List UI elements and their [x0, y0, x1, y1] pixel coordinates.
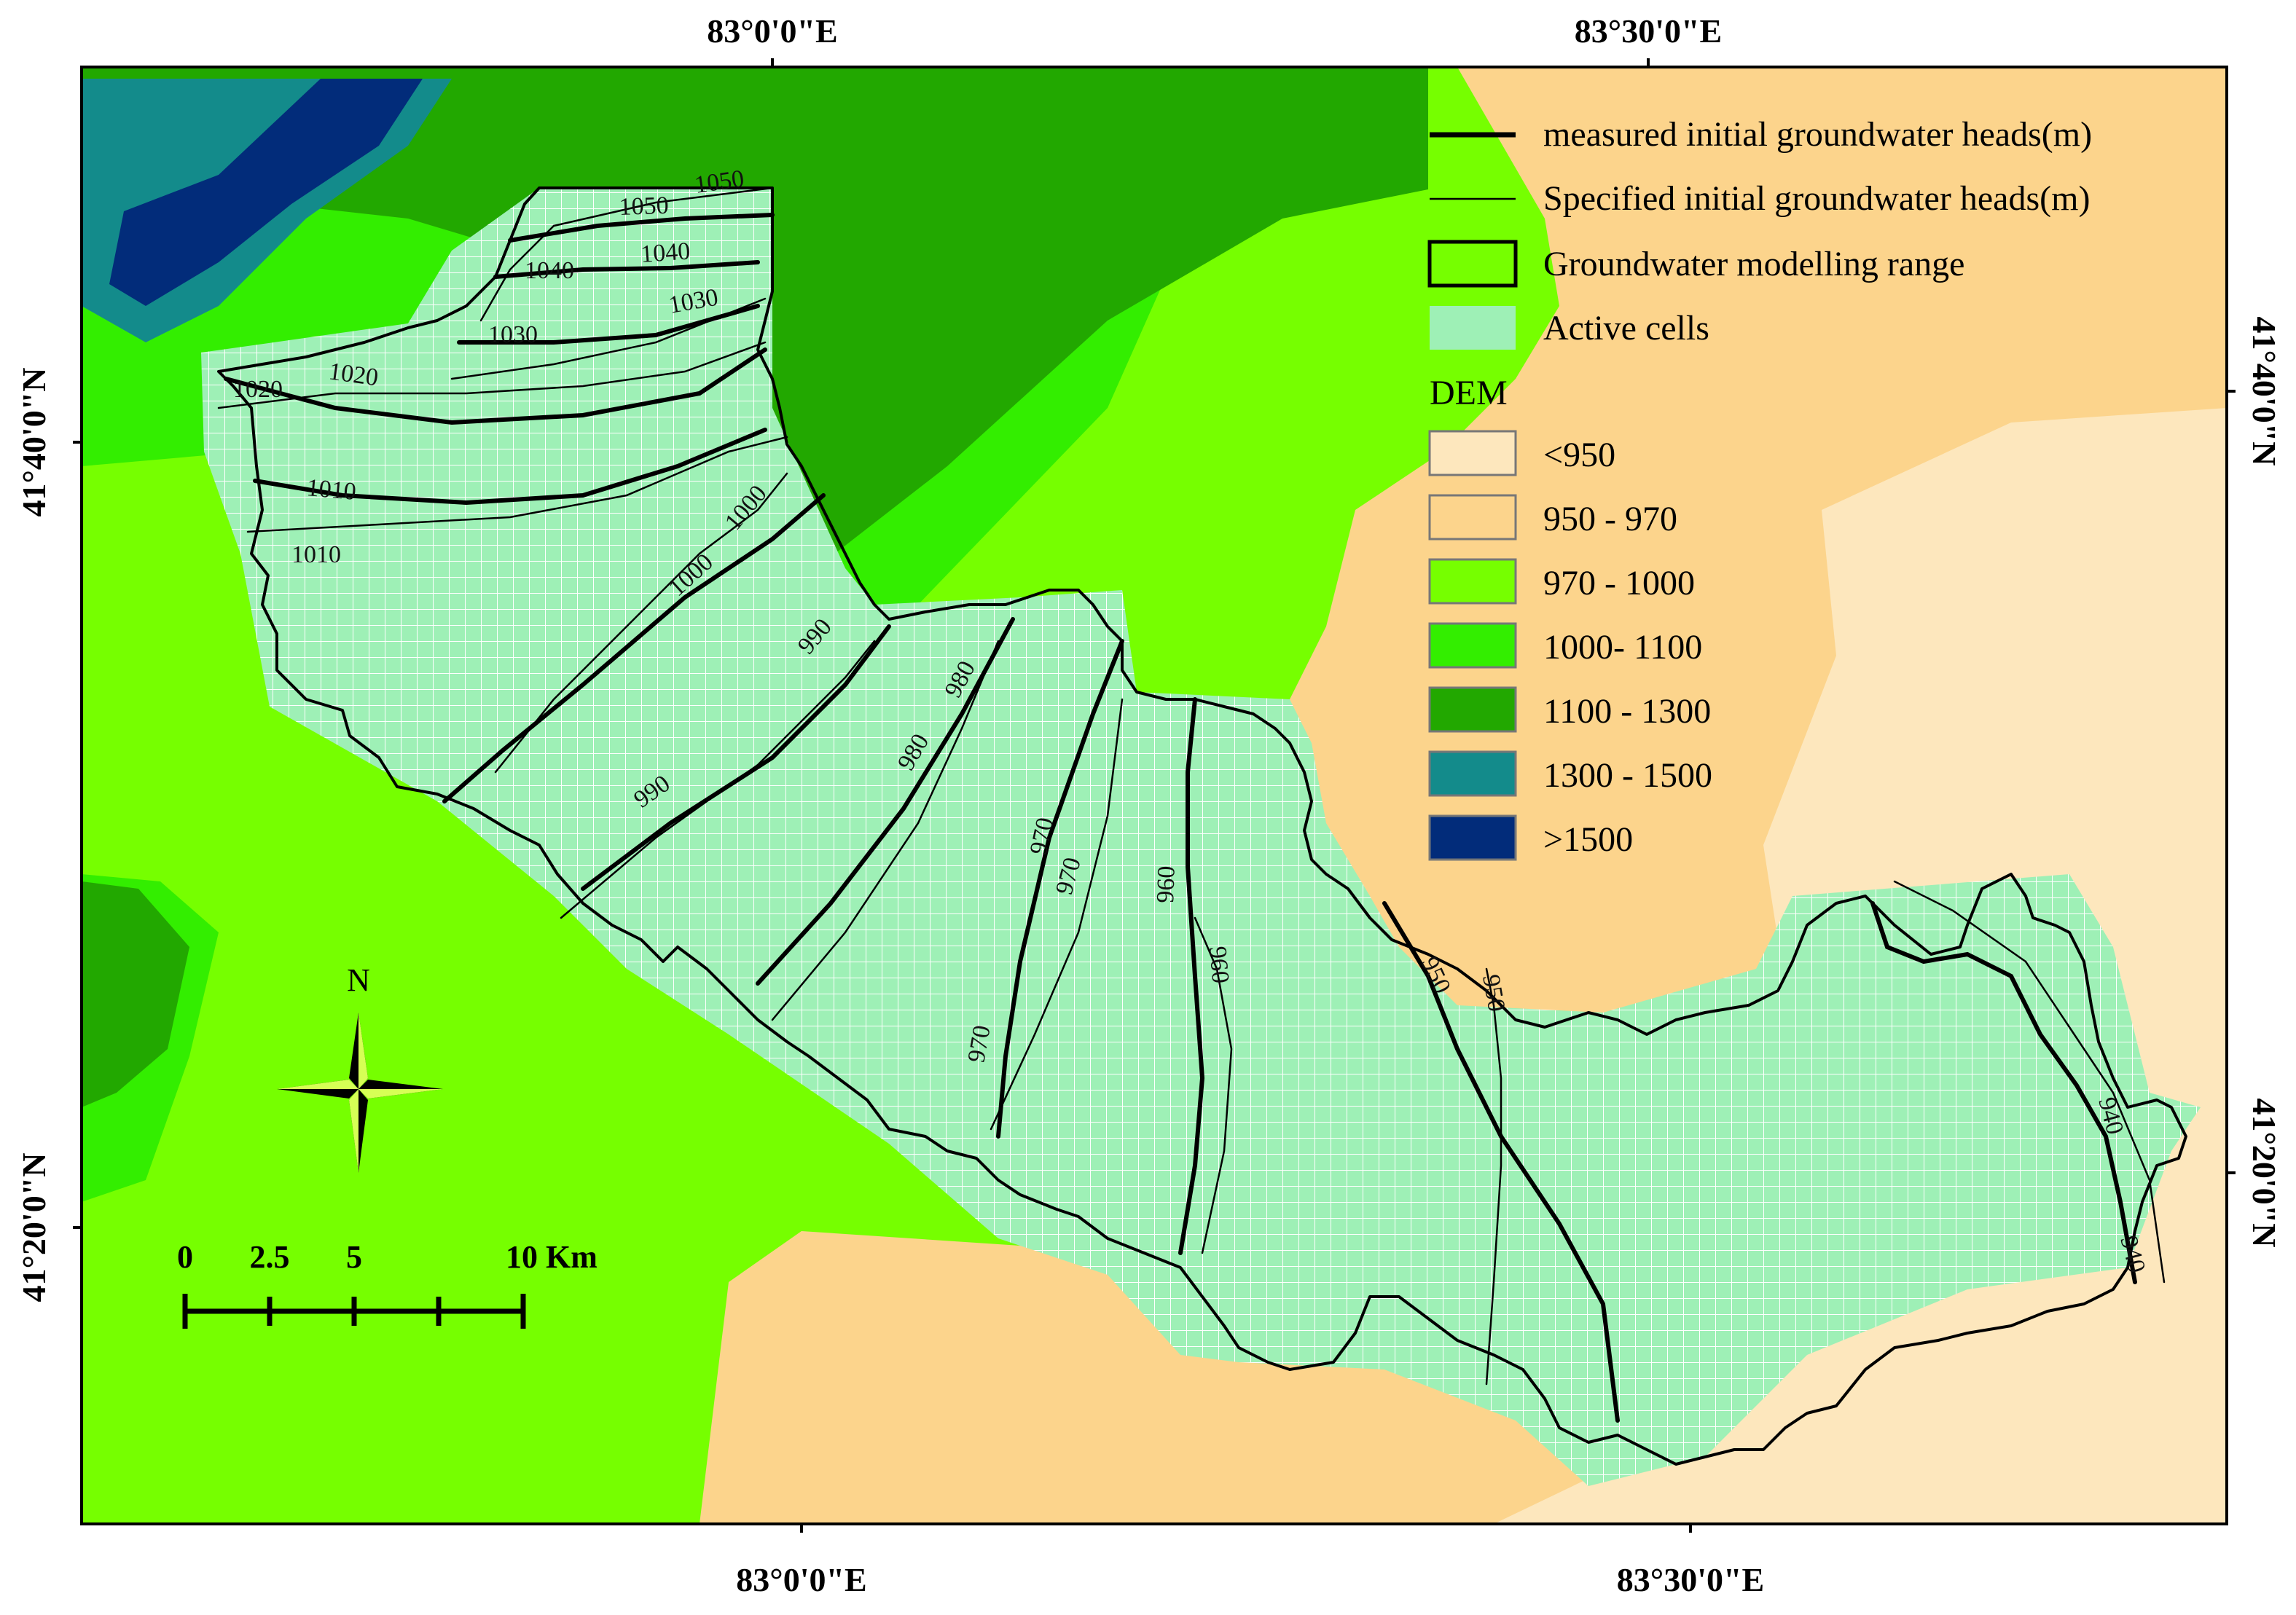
contour-measured-1020 [224, 347, 767, 425]
legend-swatch-dem-970-1000 [1428, 558, 1517, 605]
contour-label: 960 [1204, 945, 1234, 984]
legend: measured initial groundwater heads(m) Sp… [1427, 115, 2092, 861]
coord-label-bottom-83-30: 83°30'0"E [1617, 1561, 1764, 1598]
contour-specified-990 [560, 640, 876, 919]
contour-label: 950 [1477, 972, 1510, 1014]
contour-label: 1030 [488, 321, 538, 348]
coord-label-left-41-40: 41°40'0"N [15, 368, 52, 517]
legend-label-dem-gt-1500: >1500 [1543, 820, 1633, 859]
contour-specified-1000 [494, 472, 788, 774]
contour-label: 970 [963, 1023, 995, 1065]
legend-label-dem-lt-950: <950 [1543, 436, 1615, 474]
legend-symbol-modelling-range [1427, 240, 1518, 288]
north-arrow: N [277, 962, 443, 1173]
contour-measured-1030 [457, 304, 760, 345]
contour-measured-970 [996, 639, 1124, 1139]
coord-label-right-41-40: 41°40'0"N [2246, 317, 2283, 466]
legend-swatch-dem-1100-1300 [1428, 686, 1517, 733]
specified-heads-contours [217, 186, 2166, 1386]
contour-specified-940 [1893, 880, 2166, 1284]
contour-measured-1040 [493, 260, 760, 279]
contour-label: 1020 [233, 376, 283, 403]
legend-dem-title: DEM [1430, 374, 1508, 412]
modelling-range-boundary [217, 186, 2187, 1466]
legend-swatch-dem-950-970 [1428, 494, 1517, 541]
contour-label: 1050 [619, 192, 669, 221]
contour-specified-950 [1485, 967, 1502, 1386]
active-cells-area [201, 188, 2201, 1486]
contour-label: 1040 [640, 237, 691, 268]
legend-label-dem-1000-1100: 1000- 1100 [1543, 628, 1702, 667]
contour-specified-1030 [450, 297, 767, 380]
legend-swatch-dem-lt-950 [1428, 430, 1517, 476]
contour-specified-960 [1194, 916, 1233, 1254]
legend-label-measured-heads: measured initial groundwater heads(m) [1543, 115, 2092, 154]
north-star-light-fill [358, 1013, 368, 1089]
contour-specified-980 [771, 640, 1000, 1021]
legend-label-dem-1300-1500: 1300 - 1500 [1543, 756, 1712, 795]
contour-measured-990 [581, 624, 891, 891]
legend-label-dem-950-970: 950 - 970 [1543, 500, 1677, 538]
contour-specified-970 [990, 698, 1124, 1131]
contour-measured-960 [1178, 697, 1205, 1255]
contour-specified-1050 [552, 186, 774, 227]
contour-specified-1010 [246, 436, 788, 533]
coord-label-left-41-20: 41°20'0"N [15, 1153, 52, 1302]
measured-heads-contours [224, 213, 2137, 1423]
contour-measured-1000 [442, 493, 826, 803]
contour-measured-1010 [253, 428, 767, 506]
legend-label-specified-heads: Specified initial groundwater heads(m) [1543, 179, 2090, 218]
contour-specified-1040 [479, 224, 555, 322]
north-star-light-fill-4 [277, 1080, 358, 1089]
contour-measured-940 [1870, 901, 2137, 1284]
contour-specified-1020 [217, 341, 767, 409]
coord-label-bottom-83-0: 83°0'0"E [736, 1561, 866, 1598]
coord-label-top-83-30: 83°30'0"E [1575, 12, 1722, 50]
contour-label: 1010 [291, 541, 341, 568]
scale-bar: 0 2.5 5 10 Km [177, 1239, 597, 1329]
legend-label-dem-970-1000: 970 - 1000 [1543, 564, 1695, 602]
contour-label: 1040 [525, 257, 574, 284]
legend-swatch-dem-gt-1500 [1428, 814, 1517, 861]
legend-swatch-dem-1000-1100 [1428, 622, 1517, 669]
legend-label-dem-1100-1300: 1100 - 1300 [1543, 692, 1711, 731]
contour-label: 960 [1152, 865, 1180, 903]
dem-1100-1300-area-south [82, 881, 189, 1107]
coord-label-right-41-20: 41°20'0"N [2246, 1099, 2283, 1248]
graticule [73, 58, 2236, 1533]
coord-label-top-83-0: 83°0'0"E [707, 12, 837, 50]
legend-label-active-cells: Active cells [1543, 309, 1709, 347]
contour-label: 1010 [305, 474, 357, 506]
north-arrow-label: N [347, 962, 370, 998]
legend-symbol-active-cells [1430, 306, 1516, 350]
map-frame [80, 66, 2228, 1525]
scale-bar-label-0: 0 [177, 1239, 193, 1275]
contour-measured-980 [756, 617, 1015, 986]
legend-swatch-dem-1300-1500 [1428, 750, 1517, 797]
scale-bar-label-10-km: 10 Km [506, 1239, 597, 1275]
legend-label-modelling-range: Groundwater modelling range [1543, 245, 1964, 283]
scale-bar-label-2-5: 2.5 [250, 1239, 290, 1275]
north-star-light-fill-3 [349, 1089, 358, 1173]
dem-gt-1500-area [109, 79, 423, 306]
contour-measured-1050 [508, 213, 775, 243]
scale-bar-label-5: 5 [346, 1239, 362, 1275]
north-star-light-fill-2 [358, 1089, 443, 1099]
